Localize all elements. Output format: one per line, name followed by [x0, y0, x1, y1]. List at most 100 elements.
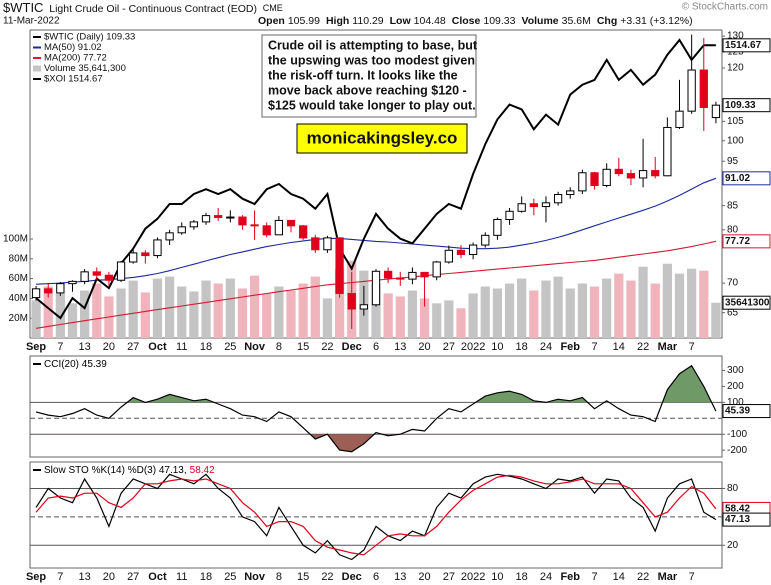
- annotation-line: $125 would take longer to play out.: [268, 98, 476, 112]
- volume-bar: [322, 298, 333, 338]
- quote-label: Open: [258, 15, 285, 27]
- candle-body: [92, 271, 101, 276]
- value-tag-box: [722, 98, 771, 113]
- quote-value: 105.99: [288, 15, 320, 27]
- x-tick-label: 13: [394, 341, 406, 353]
- candle-body: [129, 252, 138, 263]
- x-tick-label: 14: [613, 341, 625, 353]
- quote-value: 104.48: [414, 15, 446, 27]
- x-tick-label: Oct: [148, 571, 167, 583]
- x-tick-label: 7: [57, 341, 63, 353]
- candle-body: [165, 232, 174, 241]
- date: 11-Mar-2022: [3, 16, 60, 27]
- candle-body: [286, 219, 296, 227]
- y-tick-label: 100: [727, 397, 744, 408]
- candle-body: [80, 271, 89, 282]
- cci-panel-frame: [29, 355, 723, 458]
- series-line: [35, 474, 717, 556]
- volume-bar: [419, 298, 430, 338]
- legend-label: Slow STO %K(14) %D(3) 47.13,: [44, 465, 187, 476]
- candle-body: [201, 215, 211, 223]
- symbol: $WTIC: [3, 0, 43, 15]
- quote: Open 105.99 High 110.29 Low 104.48 Close 109.33…: [258, 15, 693, 27]
- volume-bar: [213, 283, 223, 338]
- quote-value: 109.33: [483, 15, 515, 27]
- value-tag: 1514.67: [725, 40, 762, 51]
- x-tick-label: 18: [516, 571, 528, 583]
- legend: CCI(20) 45.39: [44, 359, 107, 370]
- header-title-line: $WTIC Light Crude Oil - Continuous Contr…: [3, 0, 283, 15]
- y-tick-label: 80: [727, 224, 739, 235]
- annotation-box: [261, 34, 477, 118]
- quote-label: Low: [390, 15, 412, 27]
- x-tick-label: Feb: [560, 341, 580, 353]
- y-tick-label: 130: [727, 31, 744, 42]
- value-tag-box: [722, 171, 771, 186]
- quote-value: 110.29: [352, 15, 383, 27]
- value-tag: 77.72: [725, 236, 750, 247]
- value-tag: 45.39: [725, 406, 750, 417]
- x-tick-label: Mar: [658, 571, 678, 583]
- x-tick-label: 15: [297, 571, 309, 583]
- legend-label: 58.42: [190, 465, 215, 476]
- candle-body: [590, 172, 599, 186]
- quote-label: High: [326, 15, 349, 27]
- volume-bar: [67, 303, 78, 338]
- link-box: [296, 123, 468, 154]
- quote-value: 35.6M: [562, 15, 591, 27]
- volume-bar: [31, 300, 41, 338]
- legend-label: $XOI 1514.67: [44, 74, 103, 85]
- legend-label: MA(200) 77.72: [44, 53, 107, 64]
- x-tick-label: 18: [516, 341, 528, 353]
- x-tick-label: 20: [418, 571, 430, 583]
- candle-body: [383, 270, 393, 279]
- volume-bar: [334, 268, 345, 338]
- x-tick-label: 20: [418, 341, 430, 353]
- quote-label: Volume: [521, 15, 558, 27]
- x-tick-label: 27: [443, 571, 455, 583]
- volume-bar: [468, 293, 478, 338]
- volume-bar: [492, 288, 503, 338]
- volume-bar: [116, 288, 126, 338]
- exchange: CME: [263, 3, 283, 13]
- value-tag: 58.42: [725, 504, 750, 515]
- x-tick-label: 6: [373, 571, 379, 583]
- x-tick-label: Sep: [26, 341, 46, 353]
- volume-bar: [371, 283, 381, 338]
- band-fill: [310, 434, 401, 452]
- volume-tick-label: 40M: [9, 293, 28, 304]
- volume-tick-label: 60M: [9, 273, 28, 284]
- series-line: [35, 364, 717, 453]
- volume-bar: [55, 293, 65, 338]
- x-tick-label: 11: [176, 571, 187, 583]
- volume-bar: [577, 283, 587, 338]
- candle-body: [529, 203, 538, 208]
- candle-body: [189, 221, 199, 228]
- candle-body: [456, 249, 466, 255]
- candle-body: [553, 194, 563, 204]
- x-tick-label: Nov: [244, 341, 266, 353]
- candle-body: [141, 252, 150, 257]
- candle-body: [153, 239, 162, 257]
- candle-body: [31, 288, 41, 299]
- volume-bar: [529, 290, 539, 338]
- legend-label: Volume 35,641,300: [44, 63, 126, 74]
- x-tick-label: Nov: [244, 571, 266, 583]
- candle-body: [214, 215, 223, 219]
- x-tick-label: 25: [224, 341, 236, 353]
- volume-bar: [662, 263, 672, 338]
- candle-body: [699, 69, 708, 108]
- x-tick-label: 7: [689, 571, 695, 583]
- candle-body: [104, 274, 114, 281]
- volume-bar: [152, 278, 163, 338]
- volume-bar: [286, 290, 296, 338]
- instrument-name: Light Crude Oil - Continuous Contract (E…: [49, 3, 257, 15]
- volume-tick-label: 100M: [3, 234, 28, 245]
- volume-tick-label: 80M: [9, 253, 28, 264]
- value-tag-box: [722, 512, 771, 527]
- volume-bar: [432, 303, 442, 338]
- x-tick-label: Dec: [342, 571, 362, 583]
- x-tick-label: 22: [321, 571, 333, 583]
- candle-body: [371, 270, 381, 306]
